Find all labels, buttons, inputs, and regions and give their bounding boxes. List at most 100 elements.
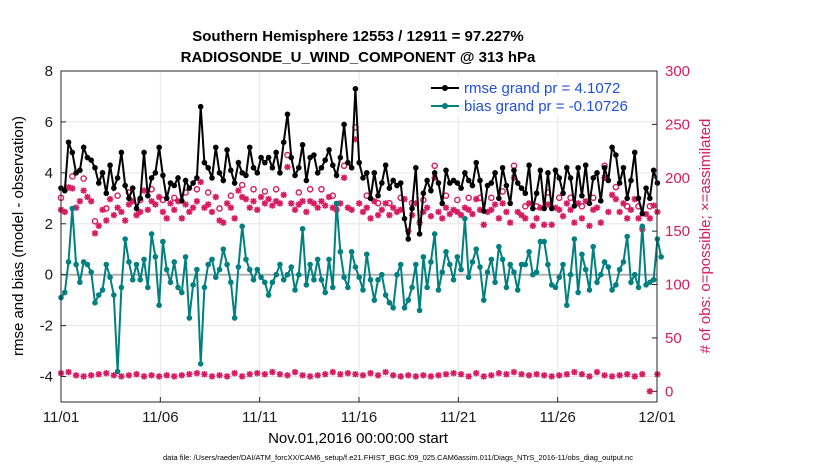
rmse-point [480,208,487,214]
obs-possible-point [114,192,121,199]
bias-point [635,284,642,291]
obs-low-point [238,373,246,380]
obs-assimilated-point [427,213,435,220]
obs-assimilated-stroke [103,217,110,224]
rmse-point [228,167,234,174]
obs-possible-point [374,199,382,207]
rmse-point [601,164,608,171]
obs-assimilated-stroke [541,221,548,228]
obs-assimilated-stroke [254,206,261,213]
obs-assimilated-point [556,206,563,214]
bias-point [333,200,340,207]
obs-assimilated-stroke [480,373,487,380]
obs-assimilated-stroke [186,371,193,378]
bias-point [462,215,468,222]
bias-point [99,287,106,293]
obs-assimilated-point [325,193,333,201]
rmse-point [88,157,94,163]
rmse-point [92,164,98,171]
rmse-point [401,215,408,222]
obs-assimilated-stroke [435,372,442,379]
obs-assimilated-point [140,187,148,194]
obs-assimilated-stroke [578,215,585,222]
obs-assimilated-stroke [224,373,231,380]
obs-assimilated-stroke [269,202,276,209]
obs-assimilated-stroke [125,372,132,379]
obs-assimilated-stroke [299,372,306,379]
obs-assimilated-point [363,204,370,211]
obs-assimilated-point [87,198,95,205]
bias-point [303,282,310,288]
obs-assimilated-point [220,219,227,226]
rmse-point [314,170,321,176]
y-right-tick-label: 50 [665,330,682,347]
bias-point [564,302,570,309]
bias-point [114,368,121,375]
rmse-point [435,180,442,186]
rmse-point [341,121,347,128]
y-tick-label: 2 [45,216,53,233]
x-tick-label: 11/21 [440,409,476,426]
bias-point [545,261,551,268]
obs-assimilated-stroke [375,372,382,379]
rmse-point [182,177,189,184]
obs-assimilated-point [367,215,374,222]
rmse-point [80,144,87,151]
bias-point [209,256,215,263]
obs-assimilated-point [314,204,321,211]
obs-assimilated-point [212,193,219,201]
obs-low-point [518,371,525,378]
obs-low-point [435,372,442,379]
y-right-tick-label: 0 [665,383,673,400]
obs-low-point [397,373,404,380]
obs-assimilated-stroke [110,372,117,379]
rmse-point [507,200,513,207]
obs-assimilated-point [612,195,620,203]
rmse-point [643,185,649,191]
bias-point [431,231,438,237]
obs-assimilated-stroke [284,372,291,379]
rmse-point [409,205,415,212]
obs-assimilated-stroke [144,206,151,213]
obs-assimilated-point [299,198,306,205]
bias-point [394,271,400,278]
rmse-point [533,190,540,197]
obs-assimilated-stroke [152,201,159,208]
obs-assimilated-point [197,178,204,186]
legend-box [422,75,652,117]
obs-low-point [87,372,95,379]
obs-possible-point [204,189,212,196]
obs-low-point [374,372,382,379]
bias-point [375,276,381,283]
bias-point [484,269,491,275]
obs-assimilated-stroke [163,215,170,222]
obs-low-point [525,372,533,379]
bias-point [658,254,664,260]
bias-point [345,284,351,291]
obs-assimilated-point [171,206,178,214]
rmse-point [145,192,151,199]
bias-point [212,274,219,281]
obs-assimilated-stroke [612,196,619,203]
obs-assimilated-stroke [73,372,80,379]
obs-assimilated-point [310,200,318,207]
legend-bias-marker [442,103,448,109]
obs-assimilated-stroke [163,372,170,379]
obs-assimilated-stroke [375,212,382,219]
y-right-tick-label: 100 [665,277,690,294]
obs-assimilated-stroke [118,208,125,215]
bias-point [156,302,162,309]
obs-assimilated-point [597,219,604,226]
obs-low-point [450,369,457,377]
obs-assimilated-stroke [212,194,219,200]
obs-possible-point [555,194,563,202]
obs-assimilated-stroke [133,371,140,378]
legend: rmse grand pr = 4.1072 bias grand pr = -… [422,75,652,117]
obs-assimilated-stroke [586,222,593,229]
obs-assimilated-stroke [477,206,483,213]
obs-assimilated-stroke [646,215,653,222]
bias-point [171,259,178,265]
bias-point [322,289,329,296]
y-right-tick-label: 250 [665,116,690,133]
rmse-point [296,164,302,171]
